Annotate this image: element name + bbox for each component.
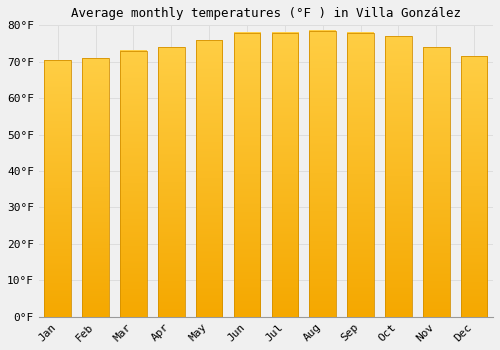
- Bar: [461, 56, 487, 317]
- Bar: [82, 58, 109, 317]
- Title: Average monthly temperatures (°F ) in Villa González: Average monthly temperatures (°F ) in Vi…: [71, 7, 461, 20]
- Bar: [310, 31, 336, 317]
- Bar: [196, 40, 222, 317]
- Bar: [272, 33, 298, 317]
- Bar: [234, 33, 260, 317]
- Bar: [348, 33, 374, 317]
- Bar: [385, 36, 411, 317]
- Bar: [158, 47, 184, 317]
- Bar: [423, 47, 450, 317]
- Bar: [44, 60, 71, 317]
- Bar: [120, 51, 146, 317]
